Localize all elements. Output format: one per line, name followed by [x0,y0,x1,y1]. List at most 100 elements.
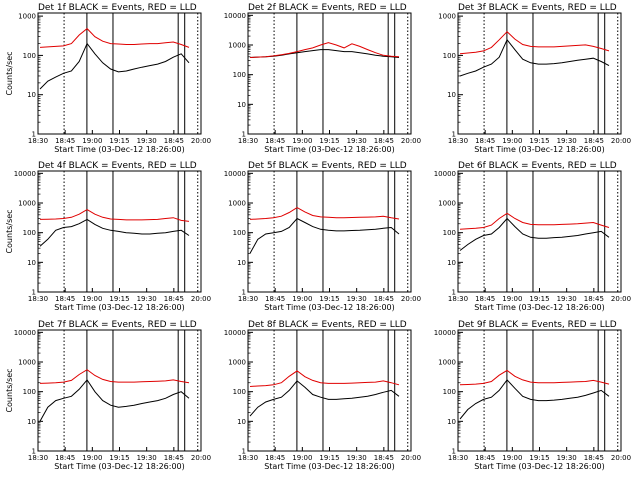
lld-series-line [249,42,400,58]
y-tick-label: 100 [443,388,456,396]
lld-series-line [459,212,610,230]
x-tick-label: 18:45 [475,295,495,303]
detector-panel-5: Det 5f BLACK = Events, RED = LLD 1 10 100 10… [224,161,421,312]
x-tick-label: 18:30 [28,295,48,303]
y-tick-label: 1000 [228,200,246,208]
x-tick-label: 18:30 [28,137,48,145]
y-tick-label: 10 [27,259,36,267]
y-tick-label: 100 [23,52,36,60]
detector-panel-6: Det 6f BLACK = Events, RED = LLD 1 10 100 10… [434,161,631,312]
events-series-line [249,217,400,254]
plot-frame [457,329,622,452]
x-tick-label: 19:15 [529,454,549,462]
x-tick-label: 18:45 [475,137,495,145]
y-tick-label: 100 [233,71,246,79]
x-tick-label: 18:45 [475,454,495,462]
x-axis-label: Start Time (03-Dec-12 18:26:00) [54,303,185,312]
y-tick-label: 10000 [224,329,246,337]
lld-series-line [249,207,400,220]
x-tick-label: 18:45 [265,454,285,462]
x-tick-label: 18:30 [238,137,258,145]
y-tick-label: 1 [32,289,36,297]
x-tick-label: 19:15 [109,137,129,145]
x-tick-label: 19:00 [82,295,102,303]
lld-series-line [459,30,610,55]
x-tick-label: 18:45 [55,137,75,145]
x-axis-label: Start Time (03-Dec-12 18:26:00) [264,145,395,154]
y-tick-label: 10000 [224,12,246,20]
x-tick-label: 19:00 [292,454,312,462]
lld-series-line [39,369,190,384]
detector-panel-1: Det 1f BLACK = Events, RED = LLD 1 10 100 10… [5,3,211,154]
y-tick-label: 1000 [438,13,456,21]
y-tick-label: 10 [237,259,246,267]
y-axis-label: Counts/sec [5,51,14,95]
y-tick-label: 10 [447,418,456,426]
y-tick-label: 1 [32,448,36,456]
panel-title: Det 9f BLACK = Events, RED = LLD [458,320,617,330]
x-tick-label: 19:15 [109,295,129,303]
panel-title: Det 1f BLACK = Events, RED = LLD [38,3,197,13]
x-tick-label: 19:30 [557,454,577,462]
x-axis-label: Start Time (03-Dec-12 18:26:00) [474,145,605,154]
detector-panel-7: Det 7f BLACK = Events, RED = LLD 1 10 100 10… [5,320,211,471]
lld-series-line [39,209,190,222]
y-tick-label: 1 [242,448,246,456]
x-tick-label: 19:15 [109,454,129,462]
x-tick-label: 19:30 [347,295,367,303]
y-tick-label: 1000 [228,42,246,50]
detector-panel-4: Det 4f BLACK = Events, RED = LLD 1 10 100 10… [5,161,211,312]
y-tick-label: 1000 [438,359,456,367]
y-tick-label: 1000 [18,13,36,21]
panel-title: Det 2f BLACK = Events, RED = LLD [248,3,407,13]
x-tick-label: 19:00 [82,454,102,462]
y-tick-label: 1000 [438,200,456,208]
x-tick-label: 18:45 [55,454,75,462]
plot-frame [247,12,412,135]
lld-series-line [459,369,610,386]
x-tick-label: 18:45 [164,295,184,303]
x-axis-label: Start Time (03-Dec-12 18:26:00) [474,462,605,471]
y-tick-label: 1000 [18,359,36,367]
y-tick-label: 10000 [14,329,36,337]
x-tick-label: 19:00 [292,295,312,303]
x-tick-label: 18:30 [448,454,468,462]
x-tick-label: 18:30 [448,137,468,145]
panel-title: Det 4f BLACK = Events, RED = LLD [38,161,197,171]
x-tick-label: 20:00 [191,295,211,303]
x-tick-label: 18:45 [584,454,604,462]
x-axis-label: Start Time (03-Dec-12 18:26:00) [54,462,185,471]
y-tick-label: 10 [447,91,456,99]
plot-frame [457,12,622,135]
x-tick-label: 20:00 [191,454,211,462]
x-tick-label: 18:30 [28,454,48,462]
x-tick-label: 20:00 [401,137,421,145]
x-tick-label: 19:30 [557,295,577,303]
plot-frame [37,329,202,452]
detector-panel-3: Det 3f BLACK = Events, RED = LLD 1 10 100 10… [438,3,631,154]
y-tick-label: 1000 [18,200,36,208]
y-tick-label: 100 [233,229,246,237]
x-tick-label: 19:00 [82,137,102,145]
events-series-line [249,380,400,417]
x-tick-label: 18:30 [238,295,258,303]
detector-panel-9: Det 9f BLACK = Events, RED = LLD 1 10 100 10… [434,320,631,471]
x-tick-label: 18:45 [584,295,604,303]
y-tick-label: 10 [27,418,36,426]
x-tick-label: 19:30 [137,454,157,462]
detector-panel-8: Det 8f BLACK = Events, RED = LLD 1 10 100 10… [224,320,421,471]
y-axis-label: Counts/sec [5,209,14,253]
y-tick-label: 10000 [434,170,456,178]
lld-series-line [249,370,400,387]
y-tick-label: 100 [23,229,36,237]
y-tick-label: 1 [452,448,456,456]
x-tick-label: 19:30 [137,137,157,145]
y-tick-label: 1 [452,289,456,297]
x-tick-label: 19:00 [502,137,522,145]
panel-title: Det 3f BLACK = Events, RED = LLD [458,3,617,13]
x-tick-label: 18:45 [374,295,394,303]
lld-series-line [39,27,190,48]
x-tick-label: 18:30 [238,454,258,462]
x-tick-label: 19:00 [502,454,522,462]
x-tick-label: 20:00 [611,137,631,145]
